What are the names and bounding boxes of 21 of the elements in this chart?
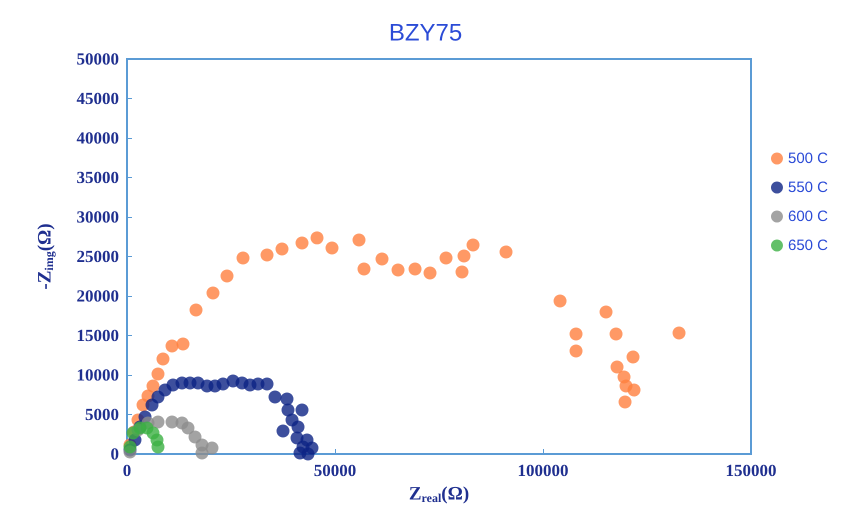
y-tick-label: 15000	[76, 326, 119, 345]
y-tick-label: 50000	[76, 50, 119, 68]
x-tick-label: 100000	[518, 461, 568, 480]
y-tick-label: 20000	[76, 286, 119, 306]
y-axis-title: -Zimg(Ω)	[34, 223, 56, 290]
y-tick-label: 10000	[76, 366, 119, 384]
legend-label: 600 C	[788, 208, 828, 225]
x-tick-label: 0	[122, 461, 132, 480]
y-tick-label: 40000	[76, 128, 119, 148]
legend-label: 500 C	[788, 150, 828, 167]
y-tick-label: 25000	[76, 247, 119, 266]
x-tick-label: 50000	[314, 461, 356, 480]
legend-label: 550 C	[788, 179, 828, 196]
chart-title: BZY75	[388, 20, 462, 46]
y-tick-label: 30000	[76, 208, 119, 226]
y-tick-label: 45000	[76, 89, 119, 108]
y-tick-label: 0	[110, 444, 119, 464]
y-tick-label: 5000	[85, 405, 119, 424]
legend-label: 650 C	[788, 237, 828, 254]
x-tick-label: 150000	[726, 461, 776, 480]
y-tick-label: 35000	[76, 168, 119, 187]
